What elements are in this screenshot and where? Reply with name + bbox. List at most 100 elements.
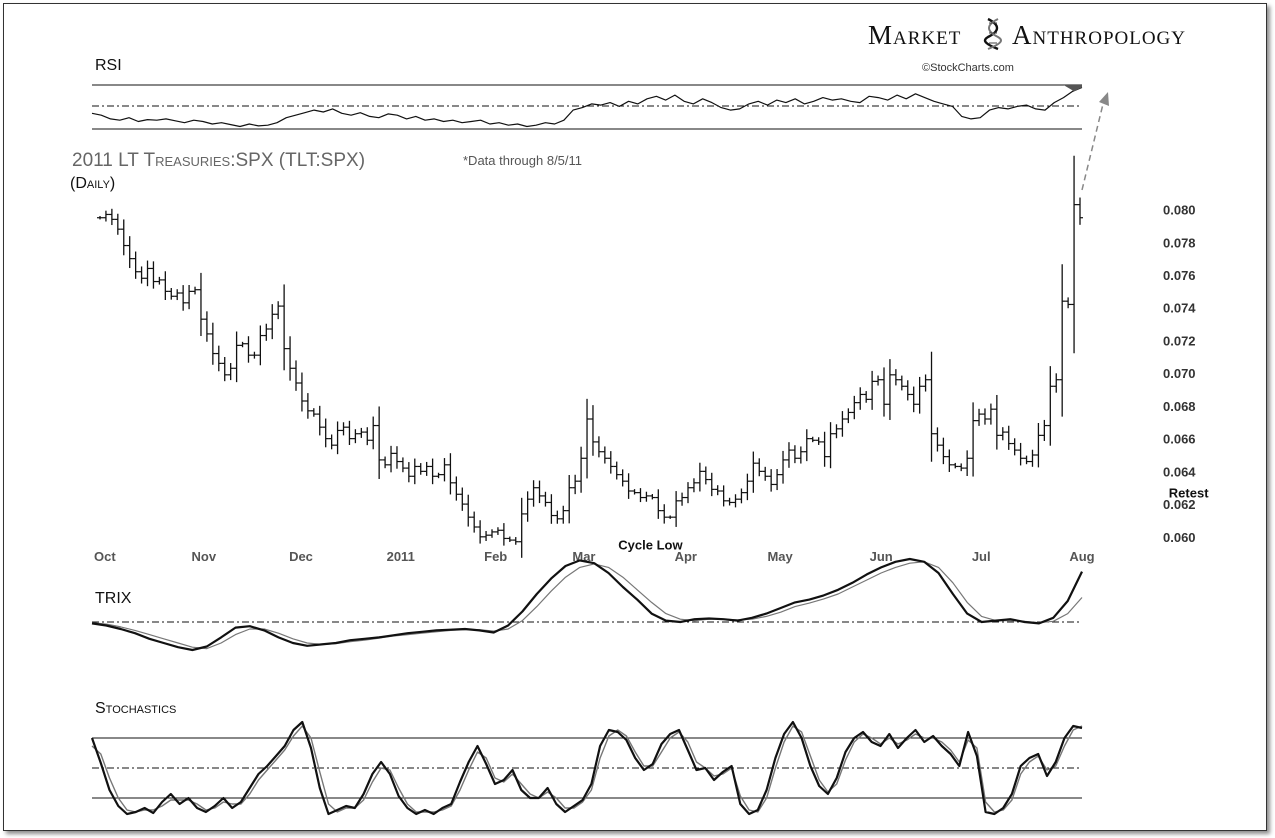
price-bar — [791, 445, 798, 464]
stochastics-panel — [90, 720, 1083, 816]
price-bar — [465, 494, 472, 527]
price-bar — [566, 475, 573, 524]
price-bar — [281, 284, 288, 371]
price-bar — [453, 476, 460, 501]
price-bar — [607, 451, 614, 474]
brand-right-text: Anthropology — [1012, 20, 1186, 50]
price-bar — [803, 429, 810, 462]
y-tick-label: 0.060 — [1163, 530, 1196, 545]
price-bar — [132, 251, 139, 279]
price-bar — [310, 408, 317, 417]
price-bar — [114, 213, 121, 235]
price-bar — [269, 304, 276, 340]
price-bar — [102, 210, 109, 222]
dna-icon — [983, 17, 1002, 51]
price-bar — [483, 531, 490, 541]
price-bar — [904, 380, 911, 401]
x-tick-label: Oct — [94, 549, 116, 564]
price-bar — [215, 345, 222, 372]
price-bar — [227, 363, 234, 381]
price-bar — [322, 418, 329, 448]
price-bar — [108, 208, 115, 226]
y-tick-label: 0.078 — [1163, 235, 1196, 250]
x-tick-label: Jul — [972, 549, 991, 564]
price-bar — [857, 387, 864, 410]
price-bar — [174, 289, 181, 301]
brand-logo: Market Anthropology — [868, 17, 1186, 51]
price-bar — [1041, 419, 1048, 441]
price-bar — [382, 456, 389, 469]
price-bar — [679, 492, 686, 506]
price-bar — [738, 488, 745, 504]
x-tick-label: 2011 — [387, 549, 415, 564]
price-bar — [477, 520, 484, 544]
trix-signal-line — [91, 561, 1083, 650]
price-bar — [898, 375, 905, 391]
price-bar — [489, 529, 495, 538]
price-bar — [940, 437, 947, 465]
price-bar — [328, 434, 335, 450]
price-bar — [512, 537, 519, 545]
price-bar — [423, 461, 430, 476]
price-bar — [774, 469, 781, 491]
x-tick-label: Apr — [675, 549, 697, 564]
price-bar — [542, 491, 549, 507]
price-bar — [946, 449, 953, 472]
y-tick-label: 0.070 — [1163, 366, 1196, 381]
price-bar — [993, 394, 1000, 450]
price-bar — [661, 504, 668, 524]
annotation-cycle-low: Cycle Low — [618, 538, 683, 553]
price-bar — [334, 421, 341, 455]
price-bar — [964, 450, 971, 476]
y-tick-label: 0.072 — [1163, 333, 1196, 348]
price-bar — [1059, 264, 1066, 417]
chart-title: 2011 LT Treasuries:SPX (TLT:SPX) — [72, 150, 365, 171]
price-bar — [750, 451, 757, 493]
price-bar — [239, 341, 246, 348]
price-bar — [572, 474, 579, 495]
x-tick-label: Nov — [192, 549, 217, 564]
arrow-head — [1099, 92, 1109, 106]
price-bar — [839, 411, 846, 437]
price-bar — [251, 351, 258, 359]
price-bar — [875, 375, 882, 386]
price-bar — [441, 458, 448, 482]
price-bar — [405, 462, 412, 483]
price-bar — [655, 489, 662, 519]
price-bar — [934, 427, 941, 452]
price-bar — [370, 416, 377, 450]
price-bar — [393, 446, 400, 469]
price-bar — [881, 367, 887, 417]
price-bar — [999, 427, 1006, 441]
price-bar — [981, 408, 988, 425]
trix-title: TRIX — [95, 590, 132, 607]
price-bar — [293, 360, 299, 391]
price-bar — [702, 466, 709, 485]
price-bar — [97, 216, 103, 220]
price-bar — [150, 261, 157, 289]
stoch-slow-line — [91, 725, 1083, 813]
price-bar — [797, 446, 804, 464]
brand-left-text: Market — [868, 20, 961, 50]
price-bar — [435, 472, 442, 479]
price-bar — [429, 458, 436, 485]
price-bar — [851, 395, 858, 420]
price-bar — [524, 491, 531, 522]
price-bar — [643, 491, 650, 502]
price-bar — [120, 219, 127, 256]
rsi-line — [91, 86, 1083, 128]
price-bar — [156, 276, 163, 285]
chart-note: *Data through 8/5/11 — [463, 153, 582, 168]
price-bar — [399, 457, 406, 473]
rsi-overbought-fill — [1063, 85, 1082, 92]
price-bar — [257, 325, 264, 366]
y-tick-label: 0.074 — [1163, 301, 1196, 316]
price-bar — [756, 458, 763, 477]
price-bar — [417, 463, 424, 475]
projection-arrow — [1081, 92, 1109, 191]
price-bar — [970, 402, 977, 477]
price-bar — [821, 431, 828, 467]
chart-period: (Daily) — [70, 175, 115, 192]
price-bar — [209, 322, 216, 365]
price-bar — [263, 323, 270, 341]
